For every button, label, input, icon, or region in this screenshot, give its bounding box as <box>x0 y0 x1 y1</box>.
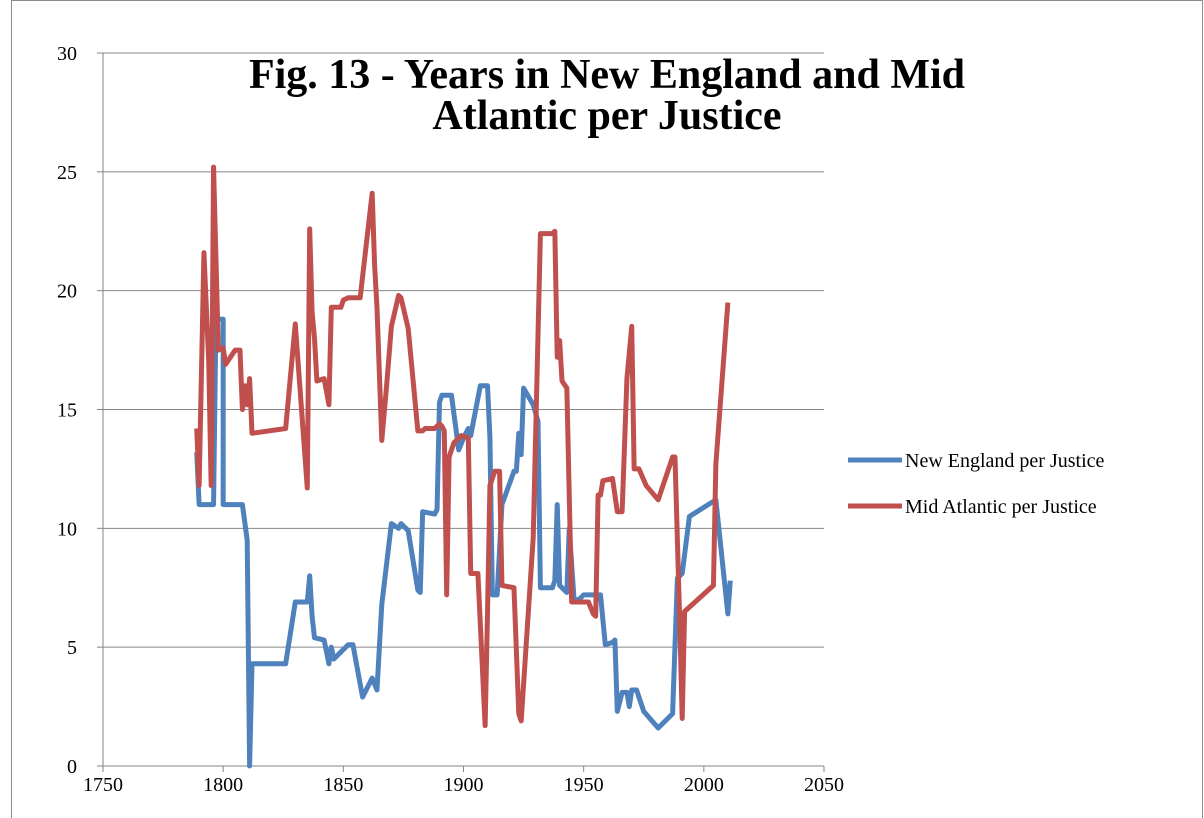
chart-title: Fig. 13 - Years in New England and Mid <box>249 52 965 98</box>
y-tick-label: 25 <box>57 162 77 184</box>
y-tick-label: 10 <box>57 518 77 540</box>
x-tick-label: 1850 <box>323 774 363 796</box>
y-tick-label: 30 <box>57 43 77 65</box>
chart-title: Atlantic per Justice <box>432 93 781 139</box>
y-tick-label: 5 <box>67 637 77 659</box>
series-line <box>194 164 731 729</box>
chart-border <box>11 0 1203 818</box>
y-tick-label: 0 <box>67 756 77 778</box>
x-tick-label: 1950 <box>564 774 604 796</box>
series-line <box>194 316 733 769</box>
legend-label: New England per Justice <box>905 450 1105 472</box>
x-tick-label: 1900 <box>444 774 484 796</box>
x-tick-label: 2050 <box>804 774 844 796</box>
x-tick-label: 1750 <box>83 774 123 796</box>
y-tick-label: 15 <box>57 400 77 422</box>
x-tick-label: 1800 <box>203 774 243 796</box>
y-tick-label: 20 <box>57 281 77 303</box>
legend-label: Mid Atlantic per Justice <box>905 496 1097 518</box>
x-tick-label: 2000 <box>684 774 724 796</box>
